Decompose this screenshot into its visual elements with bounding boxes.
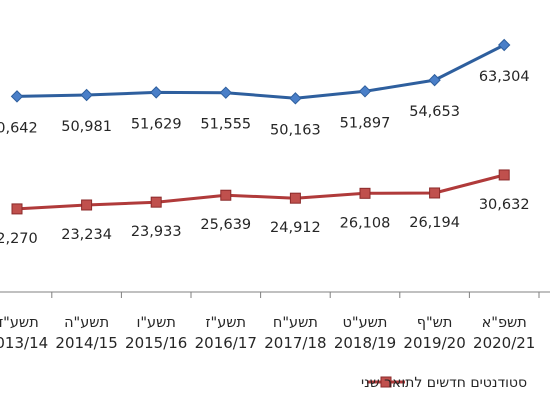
series-1-point [80,88,93,102]
data-label: 50,981 [61,119,112,135]
data-label: 25,639 [200,217,251,233]
data-label: 51,555 [200,117,251,133]
series-1-point [497,38,511,52]
data-labels: 0,642 50,981 51,629 51,555 50,163 51,897 54,65… [0,69,530,247]
legend-label-series-2: סטודנטים חדשים לתואר שני [361,375,527,391]
series-2-point [429,187,441,199]
data-label: 51,629 [131,116,182,132]
x-axis [0,291,550,298]
series-layer [10,38,511,215]
x-tick-label-hebrew: תשע"ט [343,315,388,331]
series-1-point [428,73,441,87]
x-tick-label-year: 2014/15 [55,334,117,352]
series-1-point [289,92,302,105]
x-tick-label-year: 2018/19 [334,334,396,352]
series-2-point [11,203,23,215]
series-2-point [220,189,232,201]
x-tick-label-year: 2016/17 [195,334,257,352]
x-tick-label-year: 2019/20 [403,334,465,352]
series-2-point [150,196,162,208]
data-label: 54,653 [409,104,460,120]
data-label: 51,897 [340,115,391,131]
data-label: 24,912 [270,220,321,236]
data-label: 23,933 [131,224,182,240]
x-tick-label-year: 2015/16 [125,334,187,352]
series-2-point [289,192,301,204]
series-2-point [498,169,510,181]
x-tick-label-hebrew: תשפ"א [482,315,527,331]
data-label: 63,304 [479,69,530,85]
series-2-point [359,187,371,199]
x-tick-label-hebrew: תשע"ז [206,315,247,331]
x-tick-label-hebrew: תשע"ו [136,315,176,331]
x-tick-label-hebrew: תשע"ח [273,315,318,331]
data-label: 26,108 [340,215,391,231]
series-line-2 [16,173,505,211]
data-label: 26,194 [409,215,460,231]
x-tick-label-year: 2013/14 [0,334,48,352]
x-tick-label-hebrew: תשע"ה [64,315,109,331]
series-1-point [10,90,24,103]
x-tick-label-hebrew: תש"ף [417,315,453,331]
legend: סטודנטים חדשים לתואר שניסטודנטים חדשים ל… [361,375,527,391]
data-label: 50,163 [270,122,321,138]
data-label: 0,642 [0,120,38,136]
x-tick-label-year: 2017/18 [264,334,326,352]
data-label: 30,632 [479,197,530,213]
legend-marker-series-2 [380,376,392,388]
series-1-point [358,85,372,98]
series-1-point [149,86,163,99]
series-line-1 [16,43,505,100]
data-label: 23,234 [61,227,112,243]
x-tick-label-hebrew: תשע"ד [0,315,39,331]
series-1-point [219,86,233,99]
x-tick-labels: תשע"ד 2013/14 תשע"ה 2014/15 תשע"ו 2015/16 תשע"… [0,315,535,352]
data-label: 2,270 [0,231,38,247]
x-tick-label-year: 2020/21 [473,334,535,352]
series-2-point [81,199,93,211]
